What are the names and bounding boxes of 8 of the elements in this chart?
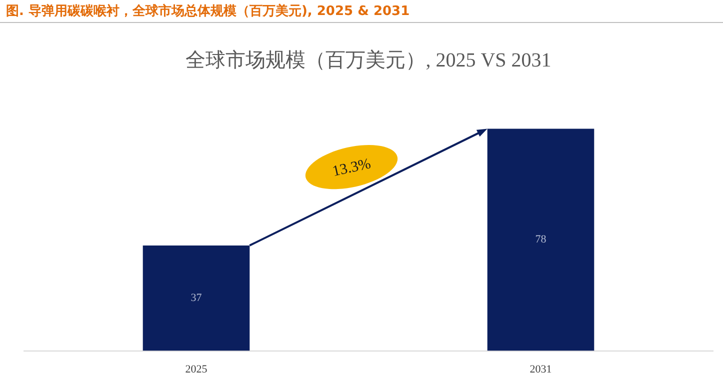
data-label: 37 [190, 292, 202, 304]
data-label: 78 [535, 234, 547, 246]
x-tick-label: 2031 [530, 363, 552, 376]
chart-title: 图. 导弹用碳碳喉衬，全球市场总体规模（百万美元), 2025 & 2031 [6, 2, 410, 20]
chart-subtitle: 全球市场规模（百万美元）, 2025 VS 2031 [186, 48, 552, 72]
annotation: 13.3% [331, 156, 372, 180]
oval-badge: 13.3% [305, 145, 398, 190]
x-tick-label: 2025 [185, 363, 208, 376]
